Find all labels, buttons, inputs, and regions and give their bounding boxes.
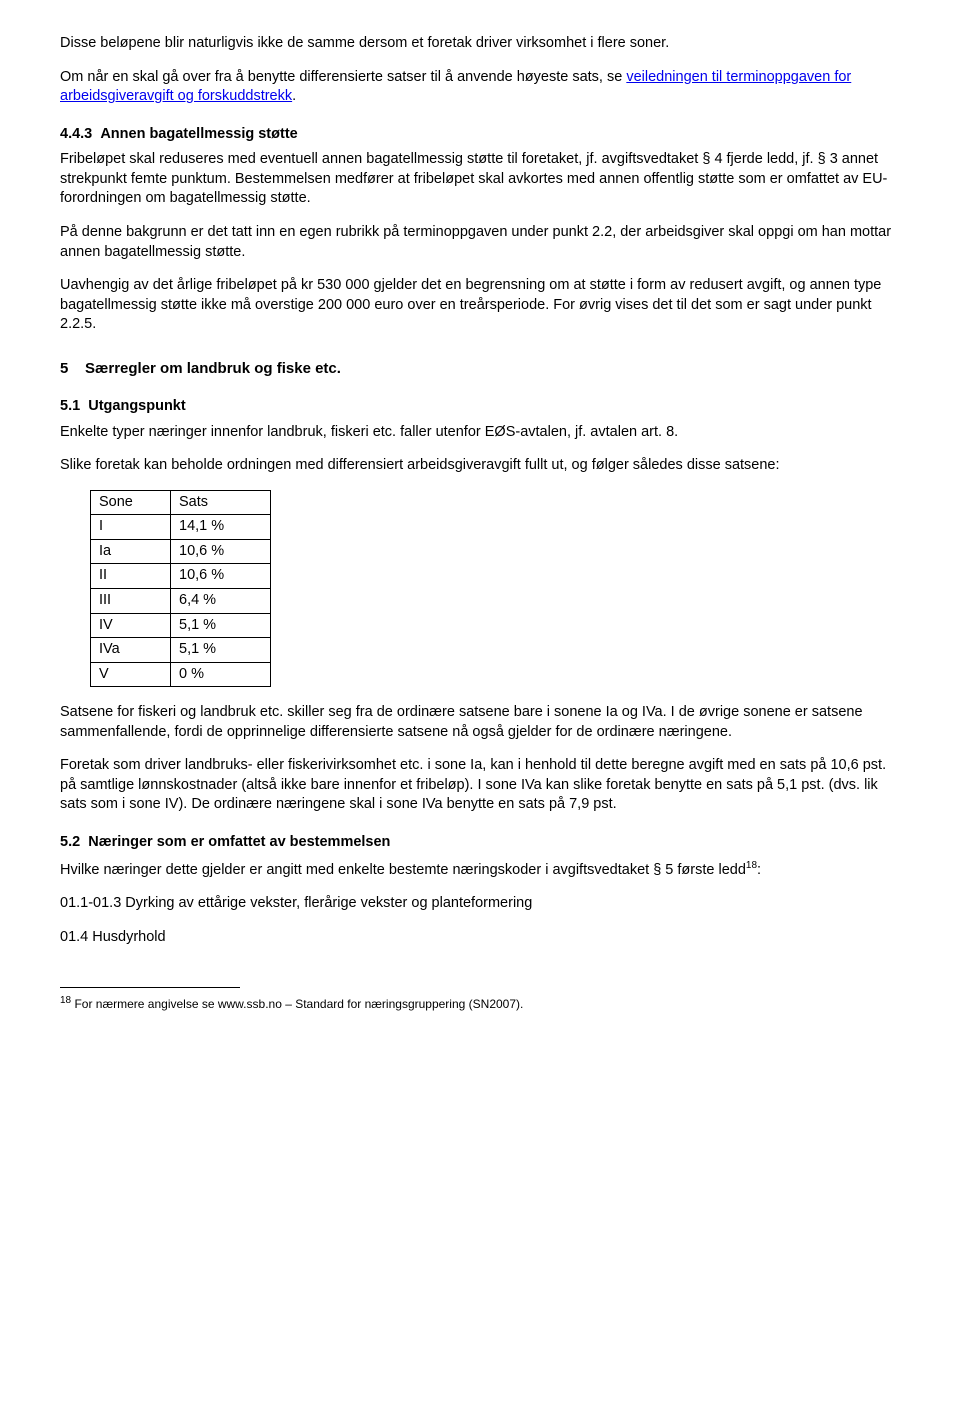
- heading-5: 5 Særregler om landbruk og fiske etc.: [60, 359, 900, 379]
- table-row: IV5,1 %: [91, 613, 271, 638]
- heading-title: Annen bagatellmessig støtte: [100, 126, 297, 142]
- table-row: II10,6 %: [91, 564, 271, 589]
- table-header: Sone: [91, 490, 171, 515]
- table-cell: 14,1 %: [171, 515, 271, 540]
- heading-number: 5.2: [60, 834, 80, 850]
- paragraph: Foretak som driver landbruks- eller fisk…: [60, 756, 900, 815]
- table-cell: 5,1 %: [171, 613, 271, 638]
- table-cell: 5,1 %: [171, 638, 271, 663]
- heading-title: Særregler om landbruk og fiske etc.: [85, 360, 341, 377]
- text: :: [757, 861, 761, 877]
- text: .: [292, 88, 296, 104]
- table-row: I14,1 %: [91, 515, 271, 540]
- table-cell: II: [91, 564, 171, 589]
- table-row: Ia10,6 %: [91, 539, 271, 564]
- table-row: III6,4 %: [91, 588, 271, 613]
- table-cell: 6,4 %: [171, 588, 271, 613]
- footnote-number: 18: [60, 995, 71, 1006]
- heading-5-2: 5.2 Næringer som er omfattet av bestemme…: [60, 833, 900, 853]
- table-header: Sats: [171, 490, 271, 515]
- heading-number: 4.4.3: [60, 126, 92, 142]
- table-header-row: Sone Sats: [91, 490, 271, 515]
- text: Om når en skal gå over fra å benytte dif…: [60, 69, 626, 85]
- paragraph: Satsene for fiskeri og landbruk etc. ski…: [60, 703, 900, 742]
- footnote: 18 For nærmere angivelse se www.ssb.no –…: [60, 994, 900, 1012]
- table-cell: 0 %: [171, 662, 271, 687]
- heading-number: 5: [60, 360, 68, 377]
- table-cell: IV: [91, 613, 171, 638]
- paragraph: Disse beløpene blir naturligvis ikke de …: [60, 34, 900, 54]
- paragraph: Uavhengig av det årlige fribeløpet på kr…: [60, 276, 900, 335]
- paragraph: 01.4 Husdyrhold: [60, 928, 900, 948]
- table-cell: III: [91, 588, 171, 613]
- text: Hvilke næringer dette gjelder er angitt …: [60, 861, 746, 877]
- table-cell: IVa: [91, 638, 171, 663]
- paragraph: Enkelte typer næringer innenfor landbruk…: [60, 423, 900, 443]
- paragraph: 01.1-01.3 Dyrking av ettårige vekster, f…: [60, 894, 900, 914]
- footnote-text: For nærmere angivelse se www.ssb.no – St…: [71, 997, 523, 1011]
- heading-title: Næringer som er omfattet av bestemmelsen: [88, 834, 390, 850]
- paragraph: Hvilke næringer dette gjelder er angitt …: [60, 859, 900, 880]
- heading-number: 5.1: [60, 398, 80, 414]
- table-cell: V: [91, 662, 171, 687]
- paragraph: Fribeløpet skal reduseres med eventuell …: [60, 150, 900, 209]
- table-cell: 10,6 %: [171, 564, 271, 589]
- table-cell: Ia: [91, 539, 171, 564]
- rates-table: Sone Sats I14,1 % Ia10,6 % II10,6 % III6…: [90, 490, 271, 688]
- table-cell: I: [91, 515, 171, 540]
- heading-4-4-3: 4.4.3 Annen bagatellmessig støtte: [60, 125, 900, 145]
- paragraph: Slike foretak kan beholde ordningen med …: [60, 456, 900, 476]
- table-cell: 10,6 %: [171, 539, 271, 564]
- heading-5-1: 5.1 Utgangspunkt: [60, 397, 900, 417]
- paragraph: På denne bakgrunn er det tatt inn en ege…: [60, 223, 900, 262]
- footnote-ref: 18: [746, 860, 757, 871]
- footnote-separator: [60, 987, 240, 988]
- table-row: IVa5,1 %: [91, 638, 271, 663]
- heading-title: Utgangspunkt: [88, 398, 185, 414]
- table-row: V0 %: [91, 662, 271, 687]
- paragraph: Om når en skal gå over fra å benytte dif…: [60, 68, 900, 107]
